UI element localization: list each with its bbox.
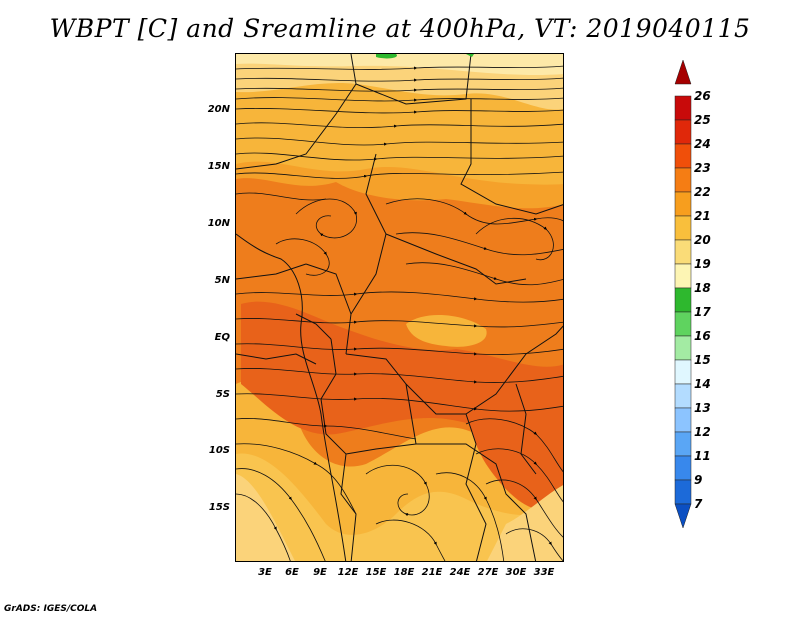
- colorbar-label: 18: [694, 281, 711, 295]
- lat-label-20n: 20N: [207, 104, 230, 115]
- colorbar-arrow-bottom: [674, 503, 692, 529]
- colorbar-swatch: [674, 431, 692, 457]
- colorbar-label: 15: [694, 353, 711, 367]
- colorbar-swatch: [674, 263, 692, 289]
- colorbar-swatch: [674, 455, 692, 481]
- lon-label-18e: 18E: [393, 567, 415, 578]
- lon-label-33e: 33E: [533, 567, 555, 578]
- colorbar-label: 23: [694, 161, 711, 175]
- colorbar-label: 12: [694, 425, 711, 439]
- lat-label-15n: 15N: [207, 161, 230, 172]
- lat-label-15s: 15S: [208, 502, 230, 513]
- colorbar-label: 16: [694, 329, 711, 343]
- colorbar-swatch: [674, 167, 692, 193]
- colorbar-swatch: [674, 95, 692, 121]
- wbpt-field-map: [236, 54, 563, 561]
- colorbar-label: 17: [694, 305, 711, 319]
- streamlines: [236, 65, 563, 561]
- field-light-sw: [236, 474, 295, 561]
- colorbar-label: 20: [694, 233, 711, 247]
- lat-label-10s: 10S: [208, 445, 230, 456]
- lon-label-6e: 6E: [285, 567, 299, 578]
- colorbar-arrow-top: [674, 60, 692, 85]
- colorbar-swatch: [674, 359, 692, 385]
- lon-label-3e: 3E: [258, 567, 272, 578]
- colorbar-swatch: [674, 239, 692, 265]
- lon-label-12e: 12E: [337, 567, 359, 578]
- colorbar-label: 26: [694, 89, 711, 103]
- colorbar-swatch: [674, 287, 692, 313]
- lon-label-9e: 9E: [313, 567, 327, 578]
- colorbar-label: 11: [694, 449, 711, 463]
- colorbar-swatch: [674, 215, 692, 241]
- lat-label-5n: 5N: [214, 275, 230, 286]
- colorbar-label: 22: [694, 185, 711, 199]
- green-patch: [376, 54, 397, 59]
- colorbar-swatch: [674, 191, 692, 217]
- colorbar-label: 25: [694, 113, 711, 127]
- grads-credit: GrADS: IGES/COLA: [4, 604, 98, 614]
- colorbar-swatch: [674, 479, 692, 505]
- colorbar-label: 9: [694, 473, 703, 487]
- colorbar-label: 24: [694, 137, 711, 151]
- colorbar-swatch: [674, 407, 692, 433]
- colorbar-label: 7: [694, 497, 703, 511]
- map-panel: [235, 53, 564, 562]
- coastline: [236, 233, 347, 561]
- field-darkest-east: [464, 374, 563, 511]
- colorbar-swatch: [674, 335, 692, 361]
- lat-label-10n: 10N: [207, 218, 230, 229]
- chart-title: WBPT [C] and Sreamline at 400hPa, VT: 20…: [49, 14, 751, 43]
- lat-label-5s: 5S: [215, 389, 230, 400]
- colorbar-swatch: [674, 311, 692, 337]
- lon-label-24e: 24E: [449, 567, 471, 578]
- colorbar-label: 19: [694, 257, 711, 271]
- lon-label-15e: 15E: [365, 567, 387, 578]
- colorbar-swatch: [674, 119, 692, 145]
- lon-label-21e: 21E: [421, 567, 443, 578]
- green-patch2: [466, 54, 474, 57]
- colorbar-label: 21: [694, 209, 711, 223]
- field-light-se: [487, 485, 563, 561]
- colorbar-label: 14: [694, 377, 711, 391]
- country-boundaries: [236, 54, 563, 561]
- colorbar: [674, 60, 692, 529]
- lon-label-30e: 30E: [505, 567, 527, 578]
- colorbar-swatch: [674, 383, 692, 409]
- field-light-north2: [236, 54, 563, 76]
- colorbar-label: 13: [694, 401, 711, 415]
- field-light-south: [236, 453, 563, 561]
- colorbar-swatch: [674, 143, 692, 169]
- lon-label-27e: 27E: [477, 567, 499, 578]
- lat-label-eq: EQ: [214, 332, 230, 343]
